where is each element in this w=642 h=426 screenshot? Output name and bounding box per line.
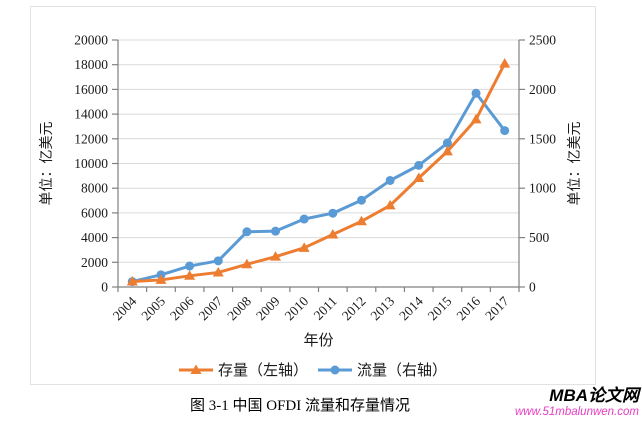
x-axis-title: 年份 xyxy=(303,332,333,349)
flow-data-point xyxy=(271,226,281,236)
watermark-site-name: MBA论文网 xyxy=(549,386,639,405)
legend-item-flow: 流量（右轴） xyxy=(318,359,447,380)
left-axis-tick-label: 6000 xyxy=(81,205,108,220)
stock-data-point xyxy=(212,266,224,277)
x-axis-year-label: 2006 xyxy=(167,293,197,323)
stock-data-point xyxy=(470,113,482,124)
stock-data-point xyxy=(270,251,282,261)
x-axis-year-label: 2008 xyxy=(224,293,254,323)
stock-series-line xyxy=(130,62,507,283)
x-axis-year-label: 2010 xyxy=(282,293,312,323)
x-axis-year-label: 2013 xyxy=(368,293,398,323)
left-axis-tick-label: 2000 xyxy=(81,255,108,270)
right-axis-tick-label: 1000 xyxy=(529,181,556,196)
right-axis-tick-label: 1500 xyxy=(529,131,556,146)
x-axis-year-label: 2016 xyxy=(453,293,483,323)
stock-legend-marker-icon xyxy=(178,364,213,374)
figure-caption: 图 3-1 中国 OFDI 流量和存量情况 xyxy=(190,398,410,414)
x-axis-year-label: 2009 xyxy=(253,293,283,323)
ofdi-line-chart: 0200040006000800010000120001400016000180… xyxy=(39,33,583,350)
left-axis-tick-label: 4000 xyxy=(81,230,108,245)
stock-data-point xyxy=(184,270,196,280)
right-axis-tick-label: 2500 xyxy=(529,33,556,48)
x-axis-year-label: 2015 xyxy=(425,293,455,323)
left-axis-title: 单位：亿美元 xyxy=(39,122,55,206)
right-axis-title: 单位：亿美元 xyxy=(567,122,583,206)
left-axis-tick-label: 8000 xyxy=(81,181,108,196)
x-axis-year-label: 2007 xyxy=(196,293,226,323)
flow-data-point xyxy=(242,227,252,237)
stock-data-point xyxy=(241,258,253,269)
right-axis-tick-label: 2000 xyxy=(529,82,556,97)
stock-data-point xyxy=(499,58,511,68)
flow-data-point xyxy=(356,195,366,205)
flow-data-point xyxy=(213,256,223,266)
left-axis-tick-label: 10000 xyxy=(74,156,108,171)
stock-data-point xyxy=(441,145,453,156)
x-axis-year-label: 2012 xyxy=(339,294,369,324)
x-axis-year-label: 2011 xyxy=(311,294,340,323)
x-axis-year-label: 2005 xyxy=(138,293,168,323)
right-axis-tick-label: 500 xyxy=(529,230,550,245)
stock-data-point xyxy=(327,229,339,239)
flow-data-point xyxy=(442,138,452,148)
left-axis-tick-label: 12000 xyxy=(74,131,108,146)
left-axis-tick-label: 16000 xyxy=(74,82,108,97)
watermark-site-url: www.51mbalunwen.com xyxy=(514,405,639,418)
stock-data-point xyxy=(384,199,396,210)
chart-legend: 存量（左轴） 流量（右轴） xyxy=(31,359,595,380)
stock-legend-triangle xyxy=(190,364,202,374)
x-axis-year-label: 2017 xyxy=(482,293,512,323)
x-axis-year-label: 2004 xyxy=(110,293,140,323)
watermark: MBA论文网 www.51mbalunwen.com xyxy=(515,386,639,419)
flow-data-point xyxy=(500,126,510,136)
flow-legend-dot xyxy=(330,365,340,374)
flow-series-line xyxy=(130,91,507,284)
flow-data-point xyxy=(328,208,338,218)
flow-legend-marker-icon xyxy=(318,365,352,374)
legend-label-stock: 存量（左轴） xyxy=(217,363,308,379)
legend-item-stock: 存量（左轴） xyxy=(178,359,308,380)
flow-data-point xyxy=(185,261,195,271)
stock-data-point xyxy=(298,242,310,252)
chart-frame: 0 2000 4000 6000 8000 10000 12000 14000 16000 180… xyxy=(30,6,596,385)
stock-data-point xyxy=(155,274,167,284)
left-axis-tick-label: 0 xyxy=(101,280,108,295)
flow-data-point xyxy=(299,214,309,224)
left-axis-tick-label: 18000 xyxy=(74,57,108,72)
left-axis-tick-label: 20000 xyxy=(74,33,108,48)
flow-data-point xyxy=(414,160,424,170)
stock-data-point xyxy=(126,275,138,286)
flow-data-point xyxy=(471,88,481,98)
stock-data-point xyxy=(413,172,425,182)
legend-label-flow: 流量（右轴） xyxy=(357,363,448,379)
flow-data-point xyxy=(385,175,395,185)
x-axis-year-label: 2014 xyxy=(396,293,426,323)
left-axis-tick-label: 14000 xyxy=(74,107,108,122)
stock-data-point xyxy=(355,215,367,226)
right-axis-tick-label: 0 xyxy=(529,280,536,295)
